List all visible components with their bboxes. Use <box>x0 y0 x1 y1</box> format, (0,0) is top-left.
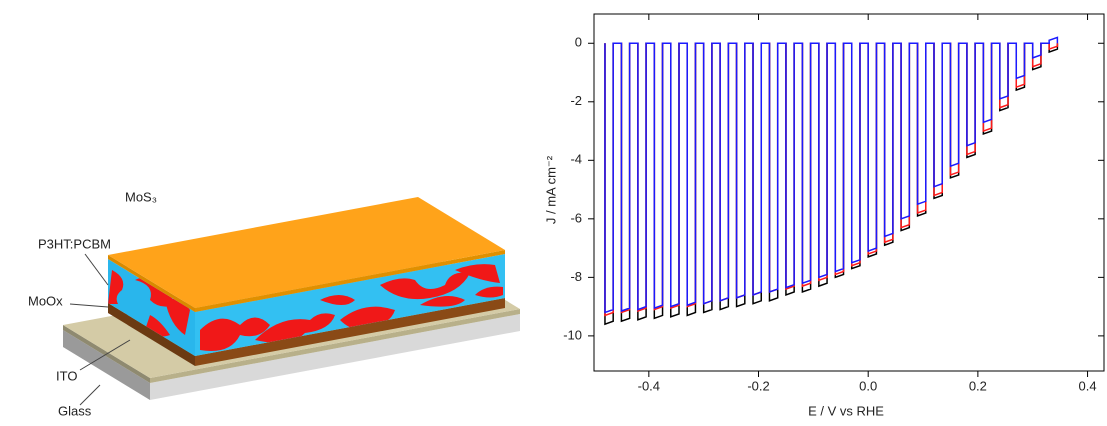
device-diagram: MoS₃ P3HT:PCBM MoOx ITO Glass <box>28 189 520 418</box>
moox-left-face <box>108 303 195 366</box>
layer-label: MoS₃ <box>125 189 157 204</box>
x-tick-label: 0.0 <box>859 378 877 393</box>
glass-front-face <box>150 314 520 400</box>
blend-left-face <box>108 259 195 356</box>
mos3-top-face <box>108 197 505 308</box>
mos3-left-face <box>108 255 195 312</box>
glass-left-face <box>63 330 150 400</box>
x-tick-label: -0.4 <box>638 378 660 393</box>
layer-label: Glass <box>58 403 92 418</box>
moox-front-face <box>195 298 505 366</box>
y-axis-label: J / mA cm⁻² <box>543 155 558 224</box>
blend-domains-front <box>200 264 503 351</box>
y-tick-label: -10 <box>563 327 582 342</box>
layer-label: ITO <box>56 368 77 383</box>
layer-label: MoOx <box>28 293 63 308</box>
plot-frame <box>593 13 1105 372</box>
x-axis-label: E / V vs RHE <box>808 403 884 418</box>
y-tick-label: -8 <box>570 269 582 284</box>
layer-label: P3HT:PCBM <box>38 236 111 251</box>
arrow <box>79 339 131 371</box>
arrow <box>69 303 109 308</box>
label-arrows <box>69 253 131 406</box>
series-line <box>604 42 1059 317</box>
x-tick-label: -0.2 <box>747 378 769 393</box>
y-tick-label: -6 <box>570 210 582 225</box>
chart: E / V vs RHE J / mA cm⁻² -0.4 -0.2 0.0 0.2 0… <box>543 13 1105 418</box>
y-tick-label: 0 <box>575 35 582 50</box>
ito-front-face <box>150 309 520 383</box>
series-line <box>604 42 1059 326</box>
x-tick-label: 0.4 <box>1079 378 1097 393</box>
arrow <box>84 253 109 286</box>
y-tick-label: -4 <box>570 152 582 167</box>
y-tick-label: -2 <box>570 93 582 108</box>
arrow <box>79 384 101 406</box>
mos3-front-face <box>195 250 505 312</box>
x-tick-label: 0.2 <box>969 378 987 393</box>
series-line <box>604 36 1059 314</box>
